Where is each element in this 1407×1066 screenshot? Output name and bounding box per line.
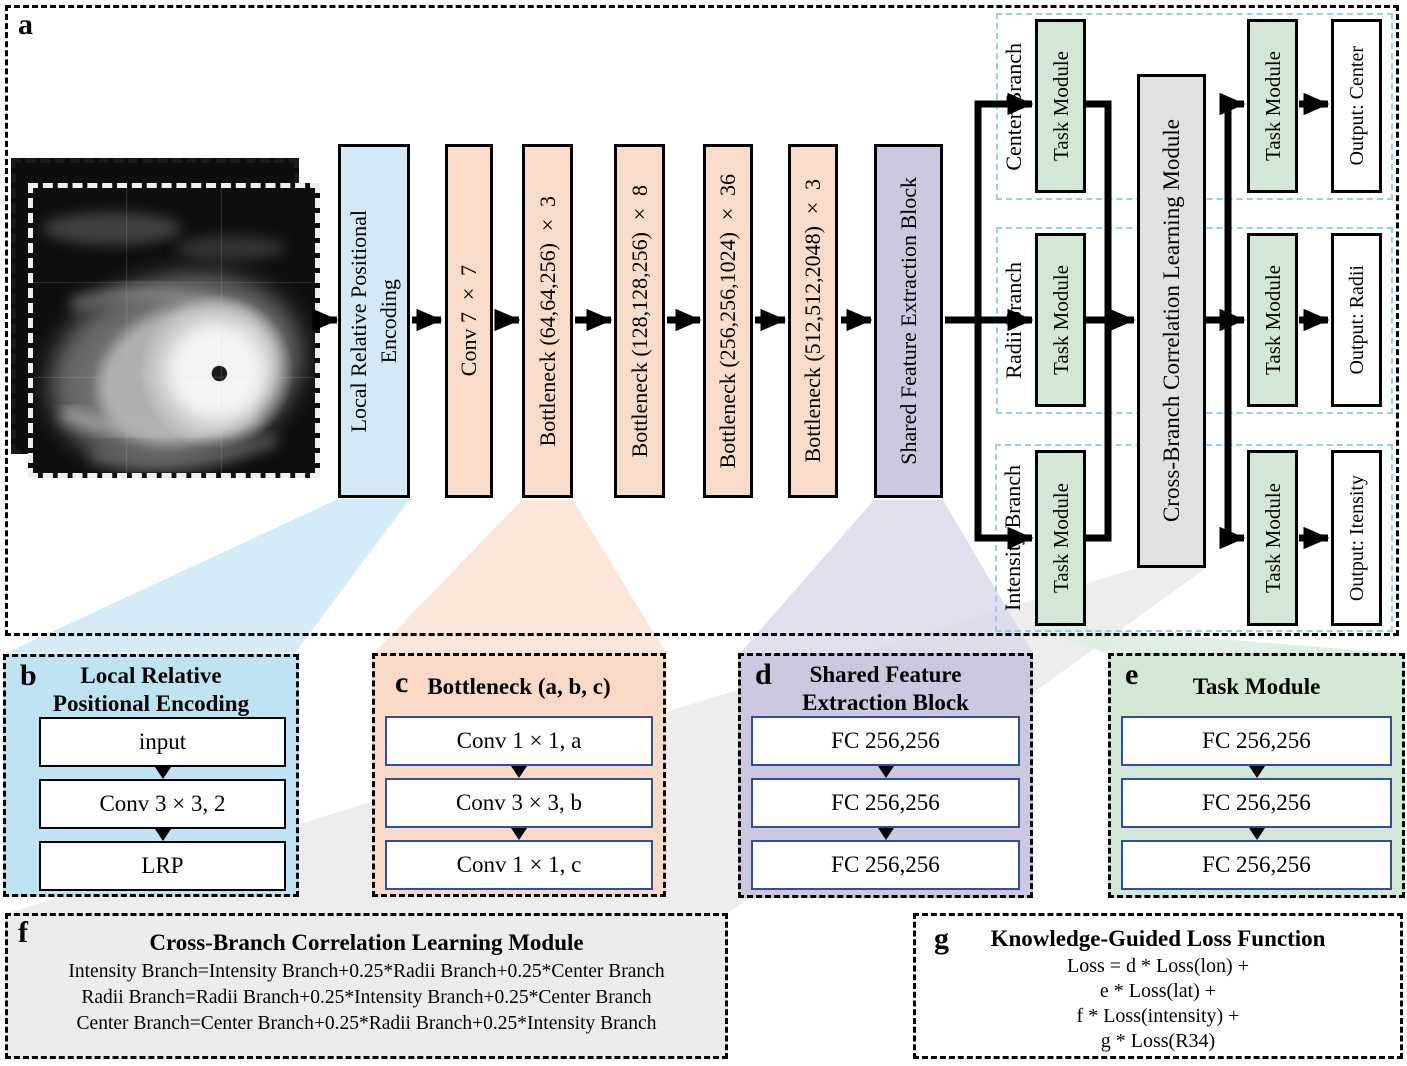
block-label: Bottleneck (512,512,2048) × 3	[800, 179, 825, 463]
down-arrow-icon	[1248, 766, 1265, 778]
satellite-image-front	[28, 183, 320, 478]
block-conv7x7: Conv 7 × 7	[445, 144, 493, 498]
block-bottleneck-1: Bottleneck (64,64,256) × 3	[522, 144, 573, 498]
block-label: Conv 7 × 7	[456, 265, 481, 377]
panel-f: f Cross-Branch Correlation Learning Modu…	[5, 913, 728, 1059]
block-label: Bottleneck (256,256,1024) × 36	[715, 173, 740, 469]
panel-d-rows: FC 256,256 FC 256,256 FC 256,256	[751, 716, 1020, 890]
panel-f-equations: Intensity Branch=Intensity Branch+0.25*R…	[68, 961, 665, 1034]
output-center-box: Output: Center	[1331, 19, 1382, 193]
cross-branch-module: Cross-Branch Correlation Learning Module	[1137, 74, 1206, 568]
down-arrow-icon	[877, 828, 894, 840]
row-fc: FC 256,256	[751, 716, 1020, 766]
row-conv1a: Conv 1 × 1, a	[385, 716, 653, 766]
task-module-center-2: Task Module	[1247, 19, 1298, 193]
panel-c-label: c	[395, 666, 409, 699]
panel-e-label: e	[1125, 658, 1139, 691]
row-conv3b: Conv 3 × 3, b	[385, 778, 653, 828]
down-arrow-icon	[511, 766, 527, 778]
task-module-center-1: Task Module	[1035, 19, 1086, 193]
panel-e-title: Task Module	[1192, 674, 1321, 699]
block-local-relative-positional-encoding: Local Relative Positional Encoding	[338, 144, 410, 498]
row-fc: FC 256,256	[1121, 716, 1392, 766]
panel-f-title: Cross-Branch Correlation Learning Module	[149, 930, 584, 955]
panel-g-label: g	[934, 922, 949, 955]
task-module-radii-1: Task Module	[1035, 233, 1086, 407]
row-fc: FC 256,256	[751, 778, 1020, 828]
panel-b-title: Local Relative Positional Encoding	[52, 663, 250, 716]
row-lrp: LRP	[39, 841, 286, 891]
block-label: Bottleneck (128,128,256) × 8	[626, 184, 652, 458]
output-radii-box: Output: Radii	[1331, 233, 1382, 407]
panel-b-rows: input Conv 3 × 3, 2 LRP	[39, 717, 286, 891]
panel-g-title: Knowledge-Guided Loss Function	[990, 926, 1326, 951]
block-label: Local Relative Positional Encoding	[346, 209, 401, 433]
task-module-intensity-2: Task Module	[1247, 450, 1298, 626]
panel-c-title: Bottleneck (a, b, c)	[427, 674, 611, 699]
row-fc: FC 256,256	[751, 840, 1020, 890]
panel-e-rows: FC 256,256 FC 256,256 FC 256,256	[1121, 716, 1392, 890]
panel-d: d Shared Feature Extraction Block FC 256…	[738, 653, 1033, 898]
down-arrow-icon	[877, 766, 894, 778]
panel-b: b Local Relative Positional Encoding inp…	[3, 654, 299, 897]
down-arrow-icon	[154, 767, 171, 779]
block-bottleneck-4: Bottleneck (512,512,2048) × 3	[788, 144, 838, 498]
task-module-radii-2: Task Module	[1247, 233, 1298, 407]
panel-a-label: a	[18, 8, 33, 41]
panel-c: c Bottleneck (a, b, c) Conv 1 × 1, a Con…	[372, 653, 666, 897]
row-input: input	[39, 717, 286, 767]
row-conv: Conv 3 × 3, 2	[39, 779, 286, 829]
row-fc: FC 256,256	[1121, 840, 1392, 890]
block-label: Bottleneck (64,64,256) × 3	[534, 195, 560, 447]
panel-d-title: Shared Feature Extraction Block	[802, 662, 969, 715]
down-arrow-icon	[511, 828, 527, 840]
hurricane-graphic	[33, 188, 315, 473]
panel-g: g Knowledge-Guided Loss Function Loss = …	[913, 913, 1403, 1059]
down-arrow-icon	[154, 829, 171, 841]
row-conv1c: Conv 1 × 1, c	[385, 840, 653, 890]
panel-e: e Task Module FC 256,256 FC 256,256 FC 2…	[1108, 653, 1405, 898]
panel-f-label: f	[18, 916, 28, 949]
center-branch-label: Center Branch	[1001, 42, 1026, 171]
row-fc: FC 256,256	[1121, 778, 1392, 828]
panel-c-rows: Conv 1 × 1, a Conv 3 × 3, b Conv 1 × 1, …	[385, 716, 653, 890]
block-label: Shared Feature Extraction Block	[895, 177, 921, 465]
block-bottleneck-3: Bottleneck (256,256,1024) × 36	[703, 144, 753, 498]
panel-b-label: b	[20, 659, 37, 692]
task-module-intensity-1: Task Module	[1035, 450, 1086, 626]
output-intensity-box: Output: Itensity	[1331, 450, 1382, 626]
intensity-branch-label: Intensity Branch	[1000, 464, 1025, 612]
radii-branch-label: Radii Branch	[1001, 262, 1026, 379]
panel-d-label: d	[755, 658, 772, 691]
panel-g-equations: Loss = d * Loss(lon) + e * Loss(lat) + f…	[1066, 955, 1249, 1052]
down-arrow-icon	[1248, 828, 1265, 840]
block-bottleneck-2: Bottleneck (128,128,256) × 8	[614, 144, 665, 498]
block-shared-feature-extraction: Shared Feature Extraction Block	[874, 144, 943, 498]
